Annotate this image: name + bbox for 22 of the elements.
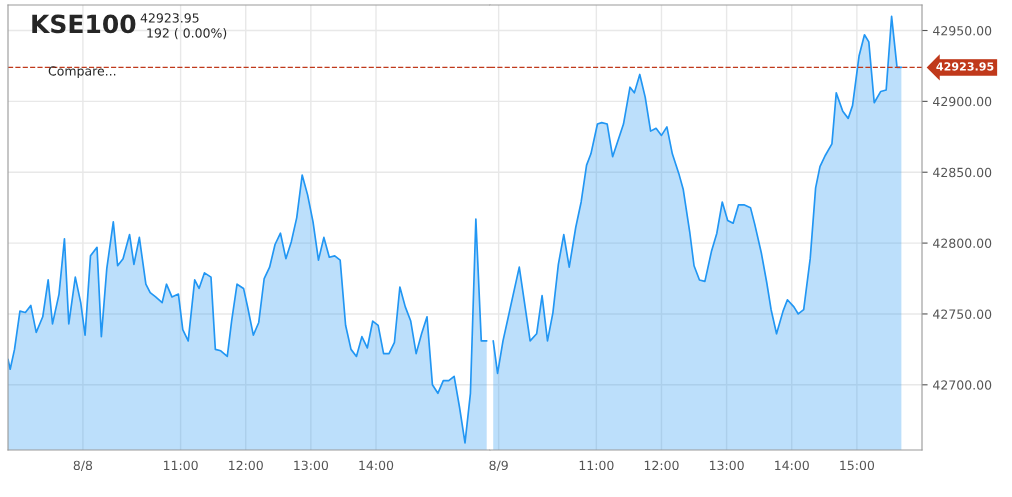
text: 42923.95 [140,13,199,23]
y-tick-label: 42900.00 [933,96,992,107]
y-tick-label: 42850.00 [933,167,992,178]
ref-line-label: 42923.95 [936,62,994,71]
x-tick-label: 8/9 [489,460,508,472]
annotation: Compare... [48,66,116,79]
x-tick-label: 11:00 [579,460,614,471]
x-tick-label: 15:00 [840,460,875,471]
x-tick-label: 14:00 [775,460,809,471]
x-tick-label: 14:00 [359,460,394,471]
y-tick-label: 42700.00 [933,380,992,390]
x-tick-label: 13:00 [294,460,329,471]
x-tick-label: 11:00 [163,460,198,471]
chart-title: KSE100 [32,14,136,34]
x-tick-label: 8/8 [73,460,93,472]
y-tick-label: 42750.00 [933,309,992,319]
x-tick-label: 12:00 [229,460,263,471]
annotation: 192 ( 0.00%) [147,28,227,40]
y-tick-label: 42800.00 [933,238,992,249]
x-tick-label: 12:00 [644,460,679,471]
y-tick-label: 42950.00 [933,25,992,36]
x-tick-label: 13:00 [709,460,744,471]
